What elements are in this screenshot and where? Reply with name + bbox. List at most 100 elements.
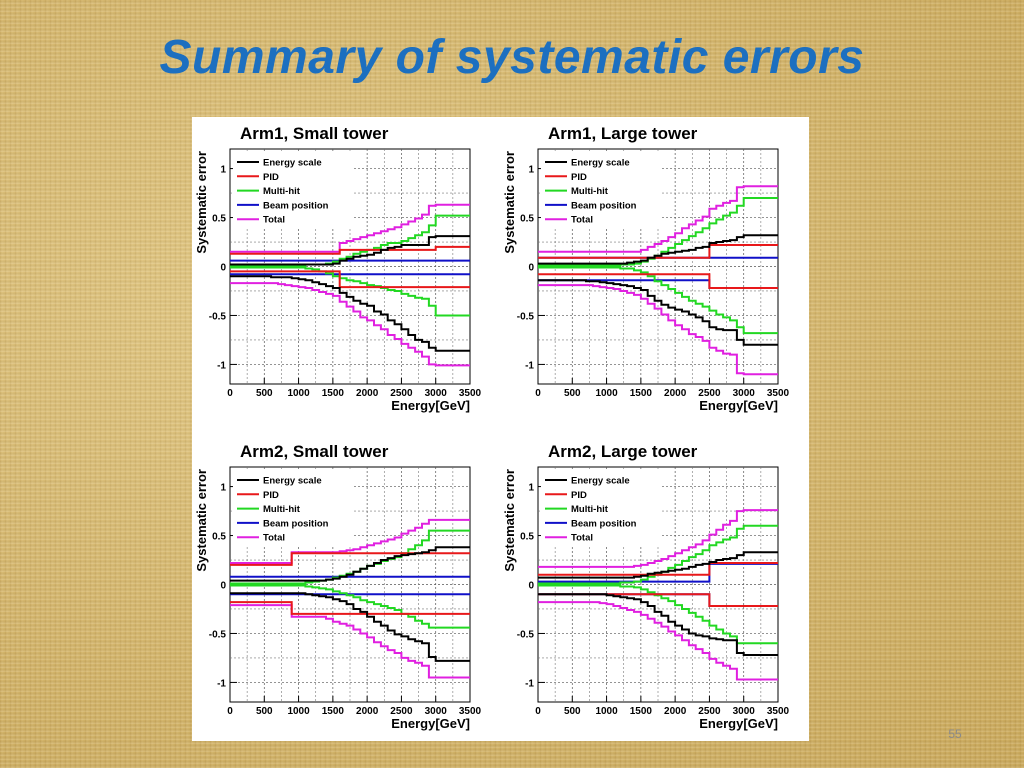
- series-multi-hit-lower: [230, 266, 470, 317]
- legend-label-total: Total: [571, 215, 593, 226]
- x-tick-label: 3500: [767, 706, 790, 717]
- y-tick-label: 0: [220, 581, 226, 592]
- series-multi-hit-lower: [538, 584, 778, 645]
- series-energy-scale-upper: [538, 234, 778, 265]
- series-total-lower: [230, 282, 470, 367]
- x-tick-label: 3500: [767, 388, 790, 399]
- legend-label-pid: PID: [571, 172, 587, 183]
- chart-panel-arm1-small-tower: Arm1, Small tower 0 500 1000 1500 2000 2500 300…: [194, 124, 482, 413]
- x-tick-label: 500: [564, 706, 581, 717]
- y-tick-label: -1: [217, 360, 226, 371]
- legend-label-total: Total: [263, 215, 285, 226]
- legend-label-total: Total: [571, 533, 593, 544]
- y-axis-label: Systematic error: [502, 469, 517, 572]
- series-energy-scale-lower: [230, 275, 470, 352]
- legend: Energy scale PID Multi-hit Beam position Tot…: [233, 471, 353, 547]
- legend: Energy scale PID Multi-hit Beam position Tot…: [233, 153, 353, 229]
- x-axis-label: Energy[GeV]: [391, 398, 470, 413]
- y-tick-label: -1: [525, 360, 534, 371]
- chart-panel-arm1-large-tower: Arm1, Large tower 0 500 1000 1500 2000 2500 300…: [502, 124, 790, 413]
- legend-label-beam-position: Beam position: [263, 200, 329, 211]
- x-tick-label: 2500: [698, 706, 721, 717]
- x-tick-label: 0: [227, 706, 233, 717]
- x-tick-label: 1500: [630, 706, 653, 717]
- x-tick-label: 3000: [425, 388, 448, 399]
- y-tick-label: -1: [217, 678, 226, 689]
- series-energy-scale-upper: [230, 235, 470, 266]
- chart-title: Arm1, Small tower: [240, 124, 389, 143]
- x-tick-label: 1000: [287, 388, 310, 399]
- x-tick-label: 500: [256, 388, 273, 399]
- series-total-lower: [230, 604, 470, 679]
- slide-title: Summary of systematic errors: [159, 31, 865, 84]
- series-total-lower: [538, 601, 778, 681]
- series-energy-scale-lower: [230, 592, 470, 662]
- x-tick-label: 2000: [664, 388, 687, 399]
- series-pid-upper: [230, 245, 470, 255]
- legend-label-total: Total: [263, 533, 285, 544]
- chart-title: Arm2, Large tower: [548, 442, 698, 461]
- series-total-lower: [538, 284, 778, 376]
- y-tick-label: -0.5: [517, 629, 535, 640]
- x-tick-label: 1000: [287, 706, 310, 717]
- x-tick-label: 1500: [630, 388, 653, 399]
- chart-title: Arm1, Large tower: [548, 124, 698, 143]
- chart-panel-arm2-small-tower: Arm2, Small tower 0 500 1000 1500 2000 2500 300…: [194, 442, 482, 731]
- x-tick-label: 3500: [459, 388, 482, 399]
- series-energy-scale-upper: [538, 551, 778, 579]
- legend-label-energy-scale: Energy scale: [571, 476, 630, 487]
- y-tick-label: -0.5: [517, 311, 535, 322]
- legend-label-beam-position: Beam position: [263, 518, 329, 529]
- y-tick-label: 0: [220, 263, 226, 274]
- y-tick-label: 0.5: [520, 532, 534, 543]
- series-total-upper: [538, 185, 778, 253]
- series-multi-hit-lower: [538, 266, 778, 335]
- y-tick-label: 0: [528, 581, 534, 592]
- x-tick-label: 2000: [356, 706, 379, 717]
- x-tick-label: 1500: [322, 706, 345, 717]
- x-tick-label: 1000: [595, 388, 618, 399]
- legend-label-multi-hit: Multi-hit: [263, 504, 301, 515]
- series-pid-upper: [230, 552, 470, 566]
- y-tick-label: -1: [525, 678, 534, 689]
- legend-label-multi-hit: Multi-hit: [571, 186, 609, 197]
- x-tick-label: 0: [227, 388, 233, 399]
- x-tick-label: 2000: [356, 388, 379, 399]
- y-tick-label: 0: [528, 263, 534, 274]
- chart-title: Arm2, Small tower: [240, 442, 389, 461]
- series-multi-hit-lower: [230, 584, 470, 629]
- x-tick-label: 0: [535, 706, 541, 717]
- systematic-errors-figure: Arm1, Small tower 0 500 1000 1500 2000 2500 300…: [192, 117, 809, 741]
- y-tick-label: 0.5: [520, 214, 534, 225]
- x-tick-label: 0: [535, 388, 541, 399]
- y-tick-label: 1: [220, 165, 226, 176]
- series-multi-hit-upper: [538, 197, 778, 267]
- x-tick-label: 3000: [425, 706, 448, 717]
- series-total-upper: [230, 203, 470, 253]
- series-pid-lower: [230, 270, 470, 289]
- y-tick-label: 1: [528, 165, 534, 176]
- legend-label-pid: PID: [571, 490, 587, 501]
- y-tick-label: 1: [528, 483, 534, 494]
- x-tick-label: 1500: [322, 388, 345, 399]
- series-pid-lower: [538, 273, 778, 289]
- y-tick-label: -0.5: [209, 629, 227, 640]
- x-tick-label: 2500: [390, 706, 413, 717]
- legend-label-pid: PID: [263, 490, 279, 501]
- legend: Energy scale PID Multi-hit Beam position Tot…: [541, 471, 661, 547]
- x-axis-label: Energy[GeV]: [699, 716, 778, 731]
- x-tick-label: 500: [564, 388, 581, 399]
- x-axis-label: Energy[GeV]: [391, 716, 470, 731]
- y-tick-label: 0.5: [212, 214, 226, 225]
- legend-label-beam-position: Beam position: [571, 518, 637, 529]
- series-energy-scale-lower: [538, 279, 778, 346]
- x-tick-label: 2500: [698, 388, 721, 399]
- page-number: 55: [948, 727, 962, 741]
- x-tick-label: 1000: [595, 706, 618, 717]
- x-tick-label: 3000: [733, 388, 756, 399]
- x-tick-label: 3000: [733, 706, 756, 717]
- legend-label-multi-hit: Multi-hit: [571, 504, 609, 515]
- series-energy-scale-lower: [538, 593, 778, 656]
- x-axis-label: Energy[GeV]: [699, 398, 778, 413]
